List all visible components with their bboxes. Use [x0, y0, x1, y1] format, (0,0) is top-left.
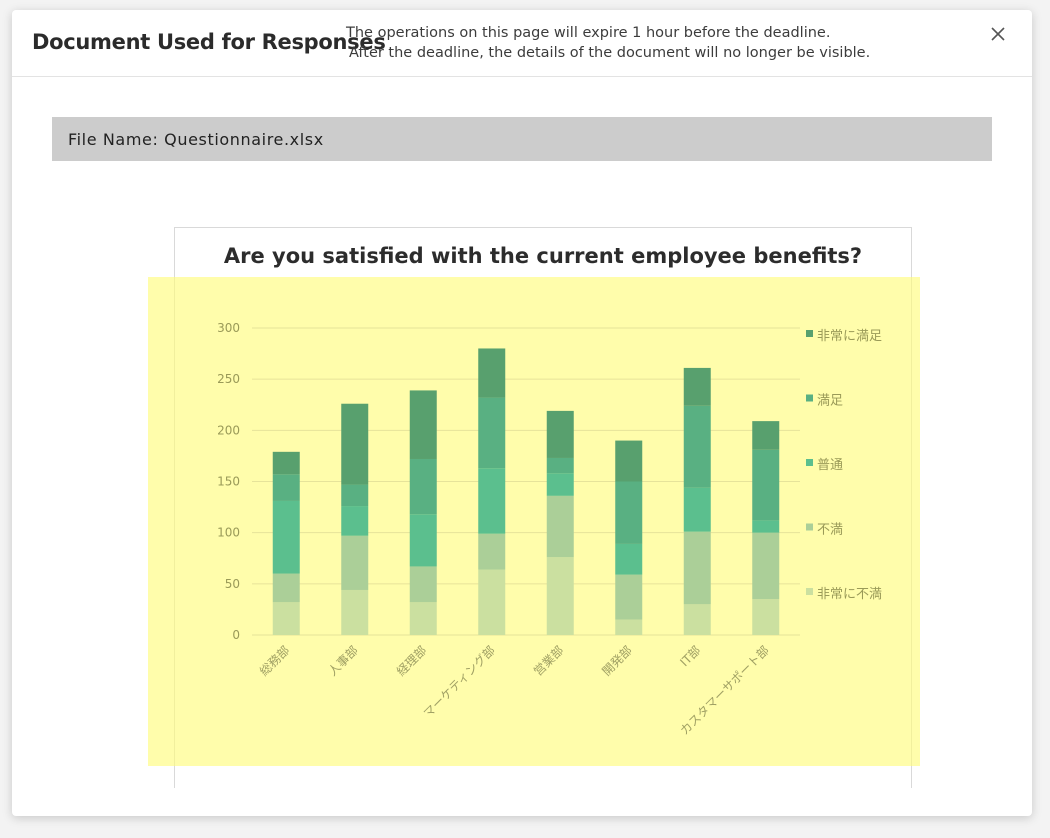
bar-segment	[546, 457, 574, 474]
y-tick-label: 0	[232, 628, 240, 642]
legend-label: 非常に不満	[817, 587, 882, 602]
legend-label: 普通	[817, 458, 843, 473]
bar-segment	[546, 495, 574, 558]
bar-segment	[683, 531, 711, 605]
chart-title: Are you satisfied with the current emplo…	[223, 244, 863, 268]
bar-segment	[409, 602, 437, 635]
bar-segment	[272, 500, 300, 574]
bar-segment	[615, 619, 643, 635]
x-category-label: IT部	[677, 643, 704, 670]
bar-segment	[409, 458, 437, 515]
y-tick-label: 50	[225, 577, 240, 591]
bar-segment	[546, 410, 574, 458]
bar-segment	[409, 514, 437, 567]
bar-segment	[615, 574, 643, 620]
bar-segment	[272, 573, 300, 603]
bar-segment	[341, 535, 369, 590]
file-name-bar: File Name: Questionnaire.xlsx	[52, 117, 992, 161]
bar-segment	[752, 449, 780, 521]
modal-header: Document Used for Responses The operatio…	[12, 10, 1032, 77]
bar-segment	[683, 367, 711, 406]
y-tick-label: 300	[217, 321, 240, 335]
x-category-label: 人事部	[325, 643, 361, 679]
y-tick-label: 150	[217, 475, 240, 489]
close-button[interactable]	[988, 24, 1008, 44]
legend-label: 満足	[817, 394, 843, 409]
bar-segment	[478, 348, 506, 398]
modal-title: Document Used for Responses	[32, 30, 386, 54]
x-category-label: 開発部	[599, 643, 635, 679]
file-name-label: File Name: Questionnaire.xlsx	[68, 130, 324, 149]
notice-line-1: The operations on this page will expire …	[346, 25, 831, 41]
bar-segment	[341, 589, 369, 635]
bar-segment	[683, 487, 711, 532]
bar-segment	[752, 532, 780, 600]
legend-swatch	[806, 588, 813, 595]
bar-segment	[752, 520, 780, 533]
bar-segment	[615, 481, 643, 544]
bar-segment	[409, 566, 437, 603]
expiry-notice: The operations on this page will expire …	[346, 23, 870, 63]
bar-segment	[683, 405, 711, 488]
bar-segment	[478, 569, 506, 635]
notice-line-2: After the deadline, the details of the d…	[349, 45, 871, 61]
bar-segment	[341, 506, 369, 536]
document-modal: Document Used for Responses The operatio…	[12, 10, 1032, 816]
close-icon	[991, 27, 1005, 41]
bar-segment	[478, 468, 506, 534]
x-category-label: マーケティング部	[420, 643, 498, 721]
legend-swatch	[806, 459, 813, 466]
bar-segment	[341, 403, 369, 485]
legend-swatch	[806, 394, 813, 402]
legend-swatch	[806, 523, 813, 531]
x-category-label: 営業部	[530, 643, 566, 679]
y-tick-label: 100	[217, 526, 240, 540]
x-category-label: 経理部	[393, 643, 429, 679]
bar-segment	[683, 604, 711, 635]
bar-segment	[752, 599, 780, 635]
bar-segment	[615, 543, 643, 575]
bar-segment	[341, 484, 369, 507]
x-category-label: 総務部	[256, 643, 292, 679]
bar-segment	[615, 440, 643, 482]
bar-segment	[478, 397, 506, 469]
y-tick-label: 250	[217, 372, 240, 386]
y-tick-label: 200	[217, 423, 240, 437]
legend-label: 不満	[817, 523, 843, 538]
bar-segment	[272, 602, 300, 635]
bar-segment	[752, 421, 780, 450]
legend-swatch	[806, 330, 813, 337]
bar-segment	[272, 451, 300, 475]
bar-segment	[409, 390, 437, 459]
bar-segment	[272, 474, 300, 501]
bar-segment	[546, 557, 574, 635]
bar-segment	[546, 473, 574, 496]
legend-label: 非常に満足	[817, 329, 882, 344]
bar-segment	[478, 533, 506, 570]
